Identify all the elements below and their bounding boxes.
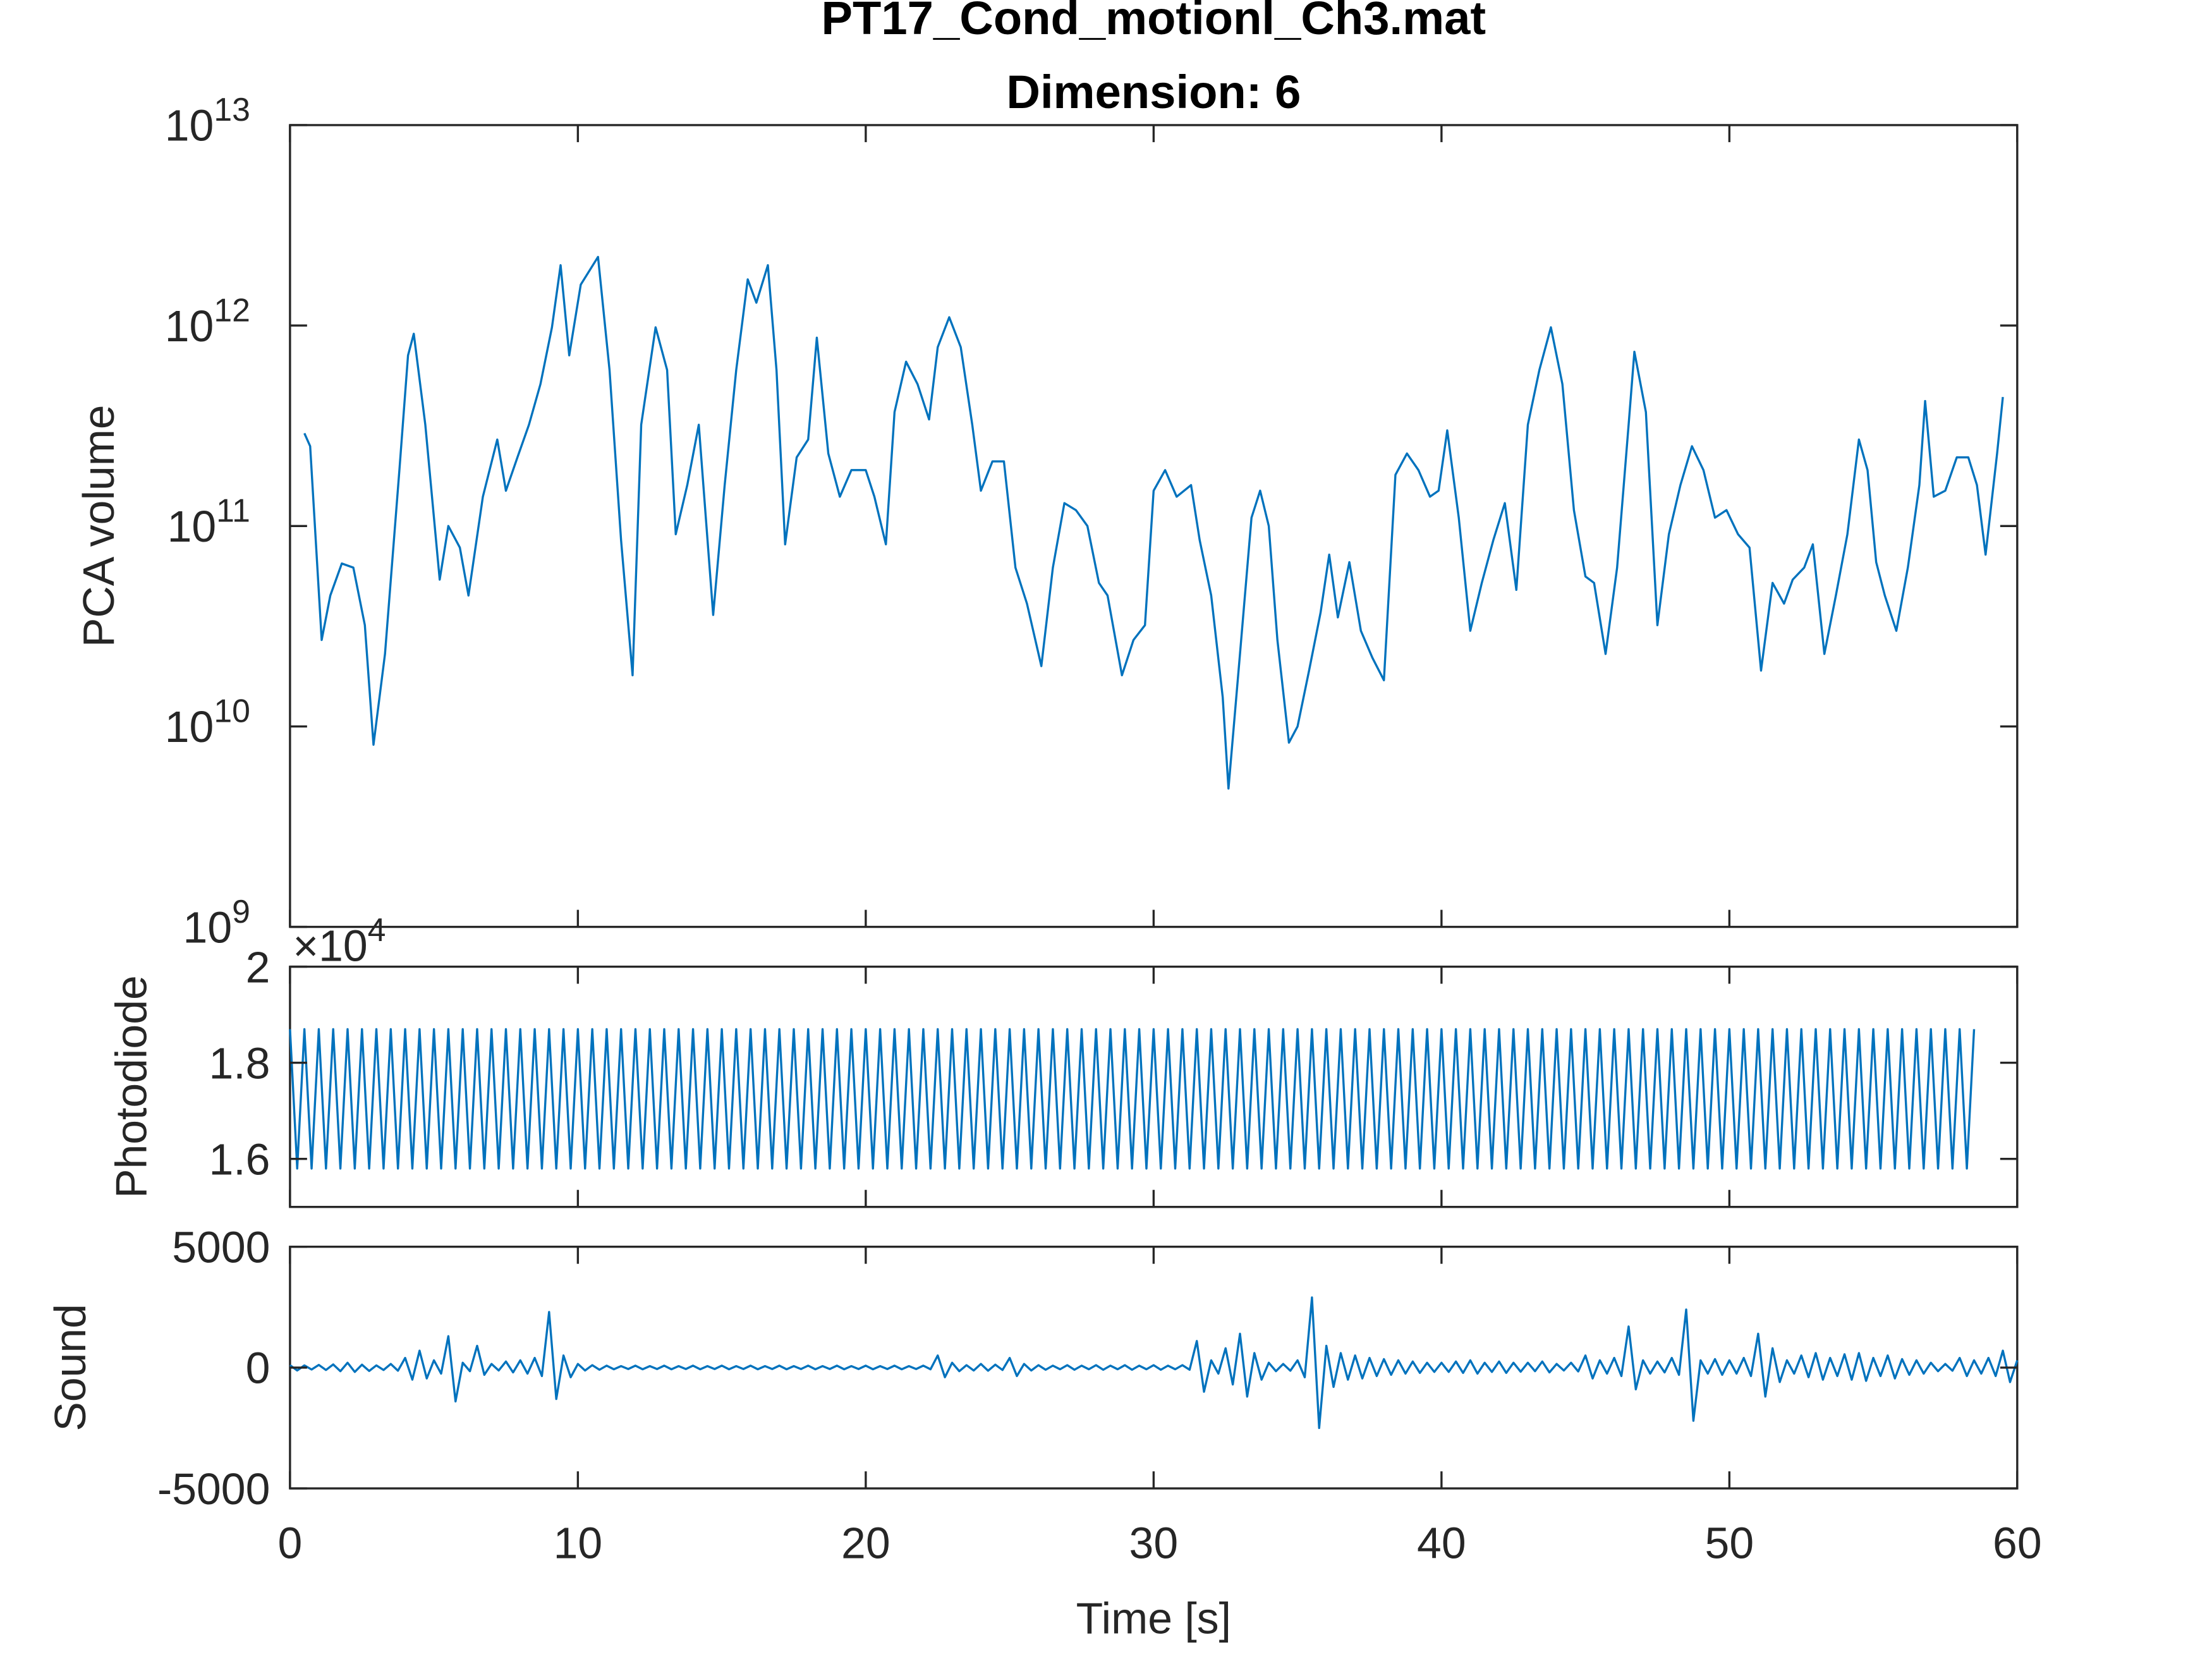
y-tick-exponent: 12 <box>214 291 250 328</box>
y-tick-base: 10 <box>167 502 217 551</box>
y-axis-label: PCA volume <box>74 404 123 647</box>
y-tick-label: 1011 <box>167 492 250 551</box>
y-tick-label: 1013 <box>165 91 250 150</box>
y-tick-label: 1010 <box>165 693 250 751</box>
y-tick-exponent: 10 <box>214 693 250 729</box>
y-tick-label: 2 <box>246 942 270 992</box>
x-axis-label: Time [s] <box>1076 1594 1231 1643</box>
data-line <box>303 255 2004 790</box>
y-tick-exponent: 13 <box>214 91 250 128</box>
y-tick-label: 1.8 <box>209 1038 270 1088</box>
chart-title: PT17_Cond_motionl_Ch3.mat <box>822 0 1486 44</box>
x-tick-label: 40 <box>1417 1518 1466 1567</box>
y-tick-label: -5000 <box>157 1464 270 1514</box>
y-tick-label: 1.6 <box>209 1134 270 1184</box>
y-tick-label: 0 <box>246 1344 270 1393</box>
y-tick-label: 5000 <box>172 1222 270 1272</box>
y-tick-label: 109 <box>183 893 250 952</box>
y-tick-base: 10 <box>165 101 214 150</box>
y-axis-label: Sound <box>46 1304 95 1431</box>
x-tick-label: 0 <box>277 1518 302 1567</box>
axis-multiplier: ×104 <box>293 911 386 970</box>
y-axis-label: Photodiode <box>107 975 156 1198</box>
y-tick-label: 1012 <box>165 291 250 350</box>
y-tick-exponent: 11 <box>216 492 250 529</box>
axes-box <box>289 965 2019 1208</box>
data-line <box>289 1296 2019 1430</box>
data-line <box>289 1028 1976 1170</box>
multiplier-exponent: 4 <box>368 911 386 948</box>
x-tick-label: 10 <box>554 1518 603 1567</box>
multiplier-base: ×10 <box>293 921 367 971</box>
y-tick-base: 10 <box>165 301 214 351</box>
y-tick-base: 10 <box>165 702 214 751</box>
x-tick-label: 60 <box>1993 1518 2042 1567</box>
axes-box <box>289 1245 2019 1490</box>
x-tick-label: 30 <box>1129 1518 1179 1567</box>
axes-box <box>289 124 2019 928</box>
x-tick-label: 20 <box>841 1518 890 1567</box>
x-tick-label: 50 <box>1705 1518 1754 1567</box>
y-tick-base: 10 <box>183 902 233 952</box>
chart-subtitle: Dimension: 6 <box>1006 66 1301 118</box>
y-tick-exponent: 9 <box>232 893 250 930</box>
